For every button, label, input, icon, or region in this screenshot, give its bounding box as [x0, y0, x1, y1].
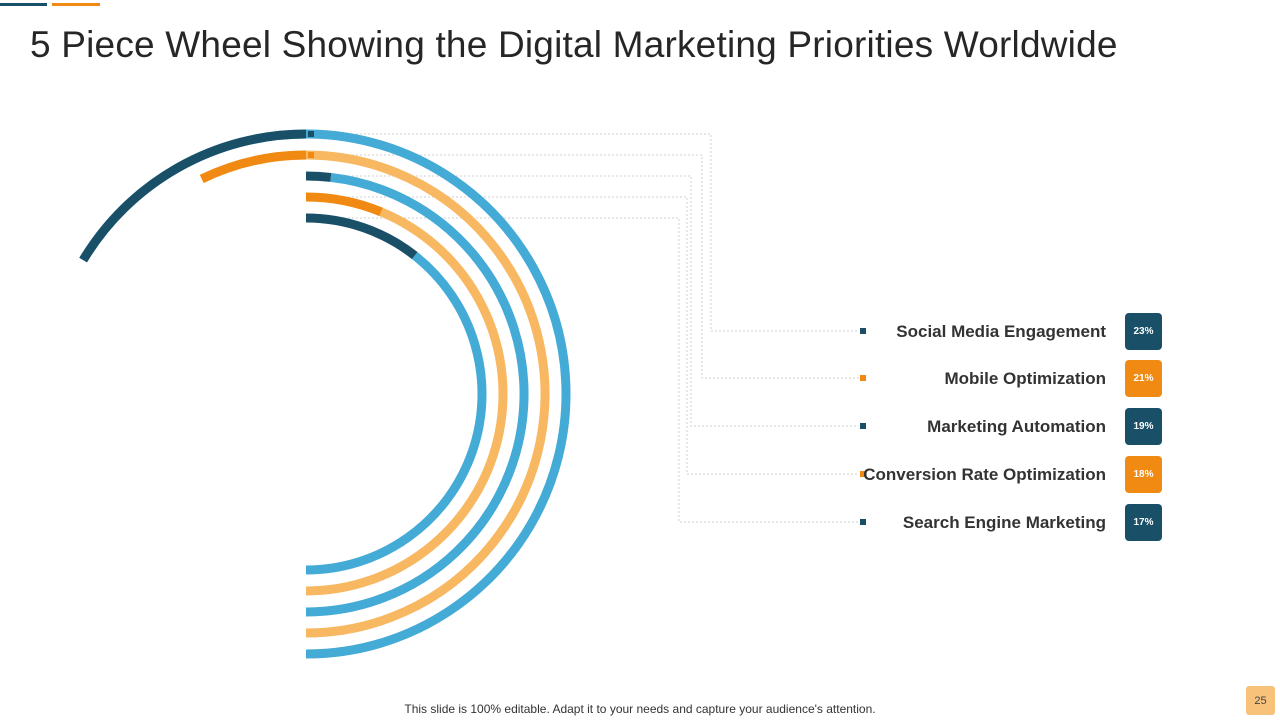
- value-label-5: 17%: [1133, 517, 1153, 528]
- page-number: 25: [1246, 686, 1275, 715]
- chart-rings: [79, 129, 571, 659]
- ring-remainder-5: [305, 252, 487, 575]
- accent-bar-orange: [52, 3, 100, 6]
- ring-value-4: [305, 192, 383, 217]
- value-badge-2: [1125, 360, 1162, 397]
- connector-line-2: [316, 154, 859, 379]
- ring-remainder-3: [305, 172, 529, 617]
- value-label-3: 19%: [1133, 421, 1153, 432]
- ring-value-2: [199, 150, 307, 183]
- legend-label-3: Marketing Automation: [927, 417, 1106, 436]
- connector-line-4: [316, 196, 859, 475]
- value-label-2: 21%: [1133, 373, 1153, 384]
- connector-line-5: [316, 217, 859, 523]
- legend-label-5: Search Engine Marketing: [903, 513, 1106, 532]
- connector-line-1: [316, 133, 859, 332]
- value-badge-1: [1125, 313, 1162, 350]
- legend-label-4: Conversion Rate Optimization: [863, 465, 1106, 484]
- legend-marker-1: [860, 328, 866, 334]
- value-label-4: 18%: [1133, 469, 1153, 480]
- legend-marker-3: [860, 423, 866, 429]
- connector-line-3: [316, 175, 859, 427]
- ring-value-5: [305, 213, 418, 260]
- legend-marker-2: [860, 375, 866, 381]
- ring-end-marker-5: [308, 215, 314, 221]
- legend-marker-5: [860, 519, 866, 525]
- connector-lines: [316, 133, 859, 523]
- ring-end-marker-2: [308, 152, 314, 158]
- ring-value-3: [305, 171, 332, 182]
- ring-value-1: [79, 129, 307, 263]
- chart-legend: Social Media Engagement 23% Mobile Optimiz…: [860, 313, 1162, 541]
- ring-end-marker-4: [308, 194, 314, 200]
- ring-remainder-2: [199, 150, 550, 638]
- value-badge-3: [1125, 408, 1162, 445]
- accent-bar-dark: [0, 3, 47, 6]
- value-label-1: 23%: [1133, 326, 1153, 337]
- ring-remainder-4: [305, 207, 508, 596]
- slide-title: 5 Piece Wheel Showing the Digital Market…: [30, 24, 1118, 65]
- value-badge-5: [1125, 504, 1162, 541]
- ring-end-marker-3: [308, 173, 314, 179]
- ring-remainder-1: [79, 129, 571, 659]
- legend-label-2: Mobile Optimization: [945, 369, 1107, 388]
- legend-label-1: Social Media Engagement: [896, 322, 1106, 341]
- ring-end-marker-1: [308, 131, 314, 137]
- value-badge-4: [1125, 456, 1162, 493]
- legend-marker-4: [860, 471, 866, 477]
- footer-note: This slide is 100% editable. Adapt it to…: [404, 702, 876, 716]
